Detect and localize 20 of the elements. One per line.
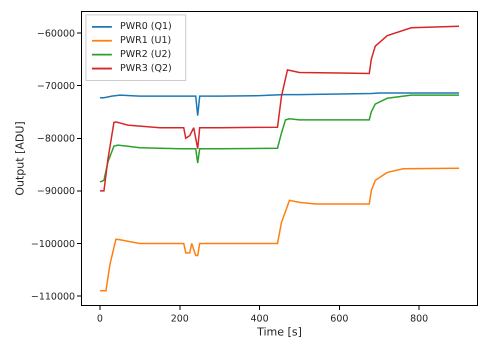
- x-tick-label: 600: [330, 313, 348, 324]
- y-tick-label: −60000: [36, 28, 76, 40]
- y-tick-label: −70000: [36, 80, 76, 92]
- x-axis-title: Time [s]: [256, 326, 302, 339]
- y-tick-label: −90000: [36, 186, 76, 198]
- legend-label: PWR1 (U1): [120, 35, 172, 46]
- x-tick-label: 200: [170, 313, 189, 324]
- legend-label: PWR2 (U2): [120, 49, 172, 60]
- y-tick-label: −100000: [30, 238, 76, 250]
- line-series: [99, 92, 460, 116]
- x-tick-label: 0: [96, 313, 103, 324]
- x-tick-label: 400: [250, 313, 269, 324]
- x-tick-label: 800: [410, 313, 428, 324]
- line-series: [99, 94, 460, 183]
- legend-label: PWR0 (Q1): [120, 21, 172, 32]
- y-tick-label: −80000: [36, 134, 76, 145]
- y-axis-title: Output [ADU]: [14, 121, 27, 196]
- legend-label: PWR3 (Q2): [120, 63, 172, 74]
- line-series: [99, 167, 460, 292]
- y-tick-label: −110000: [30, 291, 76, 302]
